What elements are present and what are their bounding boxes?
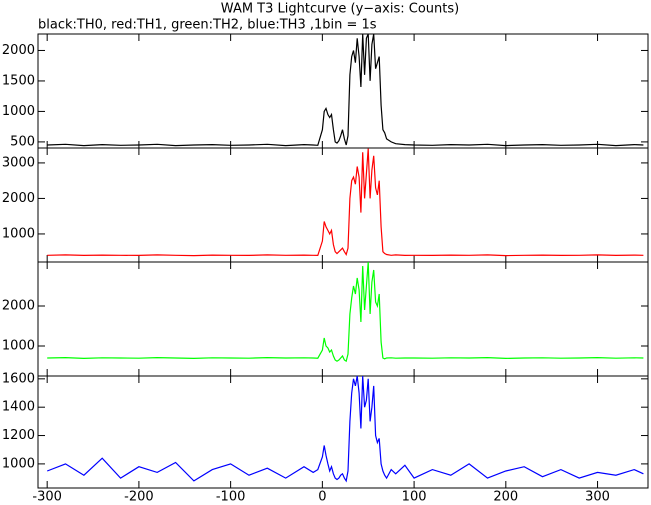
y-tick-label: 2000 bbox=[2, 191, 35, 206]
y-tick-label: 1400 bbox=[2, 400, 35, 415]
chart-subtitle: black:TH0, red:TH1, green:TH2, blue:TH3 … bbox=[38, 18, 377, 33]
light-curve bbox=[46, 375, 644, 483]
light-curve bbox=[47, 33, 644, 147]
panel-frame bbox=[37, 375, 649, 489]
x-tick-label: -300 bbox=[32, 490, 62, 505]
y-tick-label: 1000 bbox=[2, 226, 35, 241]
y-tick-label: 1000 bbox=[2, 104, 35, 119]
y-tick-label: 3000 bbox=[2, 155, 35, 170]
chart-title: WAM T3 Lightcurve (y−axis: Counts) bbox=[221, 2, 459, 17]
light-curve bbox=[47, 148, 644, 257]
y-tick-label: 2000 bbox=[2, 43, 35, 58]
y-tick-label: 1600 bbox=[2, 371, 35, 386]
y-tick-label: 1200 bbox=[2, 428, 35, 443]
y-tick-label: 1000 bbox=[2, 456, 35, 471]
y-tick-label: 2000 bbox=[2, 299, 35, 314]
panel-frame bbox=[37, 147, 649, 263]
y-tick-label: 500 bbox=[10, 134, 35, 149]
y-tick-label: 1000 bbox=[2, 339, 35, 354]
light-curve bbox=[47, 261, 644, 363]
x-tick-label: 100 bbox=[402, 490, 427, 505]
x-tick-label: -200 bbox=[124, 490, 154, 505]
panel-frame bbox=[37, 261, 649, 377]
x-tick-label: 0 bbox=[318, 490, 326, 505]
x-tick-label: 200 bbox=[493, 490, 518, 505]
x-tick-label: -100 bbox=[216, 490, 246, 505]
x-tick-label: 300 bbox=[585, 490, 610, 505]
y-tick-label: 1500 bbox=[2, 73, 35, 88]
